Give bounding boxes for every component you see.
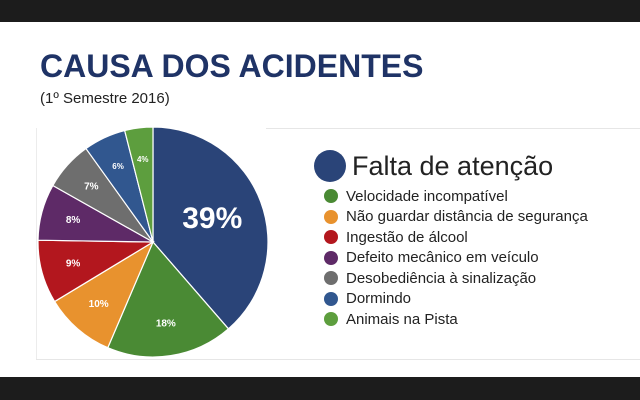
pie-slice-animais-na-pista	[123, 126, 154, 243]
pie-chart: 39% 18% 10% 9% 8% 7% 6% 4%	[37, 126, 269, 358]
legend-item-defeito-mecanico-em-veiculo: Defeito mecânico em veículo	[324, 248, 588, 269]
pie-labels: 39% 18% 10% 9% 8% 7% 6% 4%	[66, 155, 242, 329]
slide-title: CAUSA DOS ACIDENTES	[40, 48, 424, 84]
legend-label: Velocidade incompatível	[346, 187, 508, 205]
legend-label: Não guardar distância de segurança	[346, 208, 588, 226]
legend-dot	[324, 230, 338, 245]
legend-label: Falta de atenção	[352, 150, 554, 181]
chart-legend: Falta de atenção Velocidade incompatível N…	[314, 146, 588, 330]
divider-line	[266, 128, 640, 129]
legend-label: Desobediência à sinalização	[346, 269, 537, 287]
pie-label-nao-guardar-distancia-de-seguranca: 10%	[89, 299, 109, 310]
pie-label-defeito-mecanico-em-veiculo: 8%	[66, 215, 81, 226]
legend-dot	[324, 189, 338, 204]
legend-label: Animais na Pista	[346, 310, 458, 328]
legend-item-dormindo: Dormindo	[324, 289, 588, 310]
legend-label: Dormindo	[346, 290, 412, 308]
pie-slice-falta-de-atencao	[152, 126, 269, 330]
pie-slice-velocidade-incompativel	[106, 240, 230, 358]
pie-label-falta-de-atencao: 39%	[182, 202, 242, 235]
legend-dot	[314, 150, 346, 182]
pie-label-velocidade-incompativel: 18%	[156, 318, 176, 329]
frame-bottom-line	[36, 359, 640, 360]
legend-label: Defeito mecânico em veículo	[346, 249, 539, 267]
legend-dot	[324, 209, 338, 224]
legend-item-nao-guardar-distancia-de-seguranca: Não guardar distância de segurança	[324, 207, 588, 228]
legend-item-velocidade-incompativel: Velocidade incompatível	[324, 186, 588, 207]
frame-left-line	[36, 128, 37, 360]
pie-label-dormindo: 6%	[112, 162, 124, 171]
slide-subtitle: (1º Semestre 2016)	[40, 90, 170, 107]
legend-dot	[324, 271, 338, 286]
slide: CAUSA DOS ACIDENTES (1º Semestre 2016) 3…	[0, 22, 640, 377]
legend-label: Ingestão de álcool	[346, 228, 468, 246]
pie-label-ingestao-de-alcool: 9%	[66, 258, 81, 269]
legend-item-desobediencia-a-sinalizacao: Desobediência à sinalização	[324, 268, 588, 289]
pie-slice-nao-guardar-distancia-de-seguranca	[53, 240, 155, 349]
legend-dot	[324, 312, 338, 327]
pie-label-animais-na-pista: 4%	[137, 155, 149, 164]
legend-dot	[324, 291, 338, 306]
pie-label-desobediencia-a-sinalizacao: 7%	[84, 181, 99, 192]
legend-item-animais-na-pista: Animais na Pista	[324, 309, 588, 330]
legend-item-falta-de-atencao: Falta de atenção	[314, 146, 588, 186]
legend-item-ingestao-de-alcool: Ingestão de álcool	[324, 227, 588, 248]
legend-dot	[324, 250, 338, 265]
pie-slices	[37, 126, 269, 358]
